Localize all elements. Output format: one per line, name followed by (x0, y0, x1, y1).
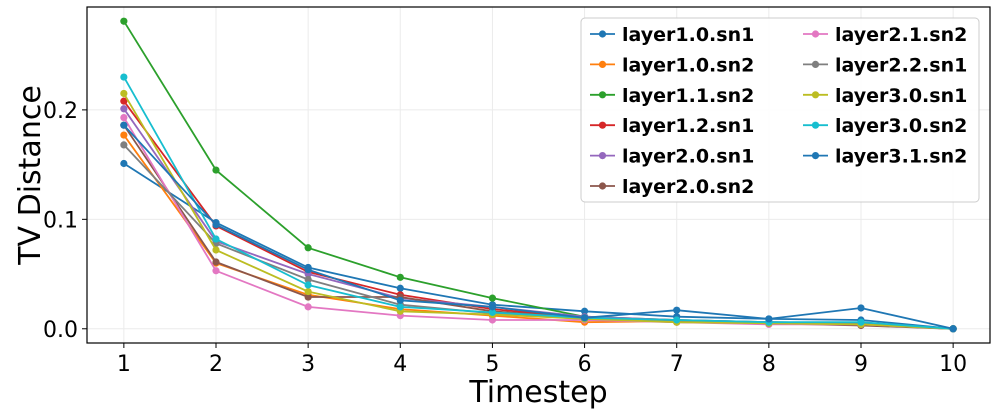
legend-swatch-marker (811, 91, 820, 99)
legend-swatch-marker (598, 152, 607, 160)
data-point (120, 105, 128, 113)
x-tick-label: 8 (762, 352, 776, 377)
legend-swatch-marker (811, 30, 820, 38)
x-tick-label: 2 (209, 352, 223, 377)
x-tick-label: 10 (939, 352, 967, 377)
data-point (488, 316, 497, 324)
data-point (120, 17, 128, 25)
legend-label: layer1.0.sn1 (622, 24, 754, 46)
legend-entry: layer3.0.sn2 (803, 115, 967, 137)
legend-entry: layer2.0.sn2 (590, 176, 754, 198)
data-point (120, 141, 128, 149)
legend-label: layer1.1.sn2 (622, 85, 754, 107)
data-point (488, 308, 497, 316)
data-point (304, 303, 312, 311)
data-point (212, 267, 220, 275)
y-axis-ticks: 0.0 0.1 0.2 (43, 99, 87, 343)
data-point (120, 131, 128, 139)
data-point (396, 296, 404, 304)
data-point (673, 316, 681, 324)
data-point (304, 275, 312, 284)
legend: layer1.0.sn1 layer1.0.sn2 layer1.1.sn2 laye… (580, 17, 980, 203)
legend-label: layer2.0.sn1 (622, 146, 754, 168)
legend-entry: layer2.1.sn2 (803, 24, 967, 46)
data-point (580, 307, 589, 315)
legend-label: layer1.0.sn2 (622, 54, 754, 76)
data-point (120, 113, 128, 122)
x-tick-label: 9 (854, 352, 868, 377)
legend-swatch-marker (598, 121, 607, 129)
legend-box (580, 17, 980, 203)
data-point (304, 281, 312, 289)
legend-entry: layer1.0.sn1 (590, 24, 754, 46)
legend-label: layer3.0.sn1 (835, 85, 967, 107)
legend-swatch-marker (598, 30, 607, 38)
data-point (212, 235, 220, 243)
legend-swatch-marker (598, 91, 607, 99)
legend-label: layer3.1.sn2 (835, 146, 967, 168)
data-point (212, 246, 220, 254)
data-point (673, 306, 681, 314)
legend-swatch-marker (811, 60, 820, 68)
x-tick-label: 6 (578, 352, 592, 377)
data-point (580, 314, 589, 322)
plot-area-frame (86, 6, 991, 344)
legend-entry: layer1.0.sn2 (590, 54, 754, 76)
legend-entry: layer3.0.sn1 (803, 85, 967, 107)
data-point (120, 89, 128, 98)
data-point (212, 166, 220, 174)
x-tick-label: 1 (117, 352, 131, 377)
data-point (857, 304, 865, 312)
data-point (304, 293, 312, 301)
data-point (120, 159, 128, 168)
data-point (120, 121, 128, 129)
legend-label: layer2.1.sn2 (835, 24, 967, 46)
legend-entry: layer1.2.sn1 (590, 115, 754, 137)
legend-entry: layer3.1.sn2 (803, 146, 967, 168)
x-tick-label: 3 (301, 352, 315, 377)
data-point (396, 273, 404, 281)
data-point (765, 315, 773, 323)
data-point (212, 258, 220, 266)
x-tick-label: 5 (485, 352, 499, 377)
x-tick-label: 7 (670, 352, 684, 377)
legend-swatch-marker (811, 121, 820, 129)
data-point (304, 244, 312, 252)
data-point (396, 303, 404, 311)
series-line (123, 124, 954, 330)
data-point (120, 97, 128, 105)
legend-swatch-marker (811, 152, 820, 160)
data-point (304, 266, 312, 274)
data-point (212, 221, 220, 229)
y-tick-label: 0.1 (43, 208, 78, 233)
x-axis-title: Timestep (468, 375, 607, 410)
data-point (857, 318, 865, 326)
legend-label: layer3.0.sn2 (835, 115, 967, 137)
data-point (488, 294, 497, 302)
legend-entry: layer2.0.sn1 (590, 146, 754, 168)
data-point (304, 287, 312, 296)
legend-label: layer2.0.sn2 (622, 176, 754, 198)
legend-entry: layer2.2.sn1 (803, 54, 967, 76)
legend-swatch-marker (598, 60, 607, 68)
series-layer3.1.sn2 (120, 121, 957, 333)
series-layer3.0.sn2 (120, 73, 957, 333)
series-layer (120, 17, 957, 333)
legend-label: layer1.2.sn1 (622, 115, 754, 137)
legend-swatch-marker (598, 182, 607, 190)
legend-label: layer2.2.sn1 (835, 54, 967, 76)
data-point (120, 73, 128, 81)
data-point (396, 284, 404, 292)
y-tick-label: 0.2 (43, 99, 78, 124)
data-point (488, 303, 497, 311)
series-line (123, 93, 954, 330)
data-point (949, 325, 957, 333)
y-tick-label: 0.0 (43, 318, 78, 343)
x-axis-ticks: 1 2 3 4 5 6 7 8 9 10 (117, 343, 967, 377)
legend-entry: layer1.1.sn2 (590, 85, 754, 107)
y-axis-title: TV Distance (13, 85, 48, 266)
series-line (123, 76, 954, 330)
x-tick-label: 4 (393, 352, 407, 377)
